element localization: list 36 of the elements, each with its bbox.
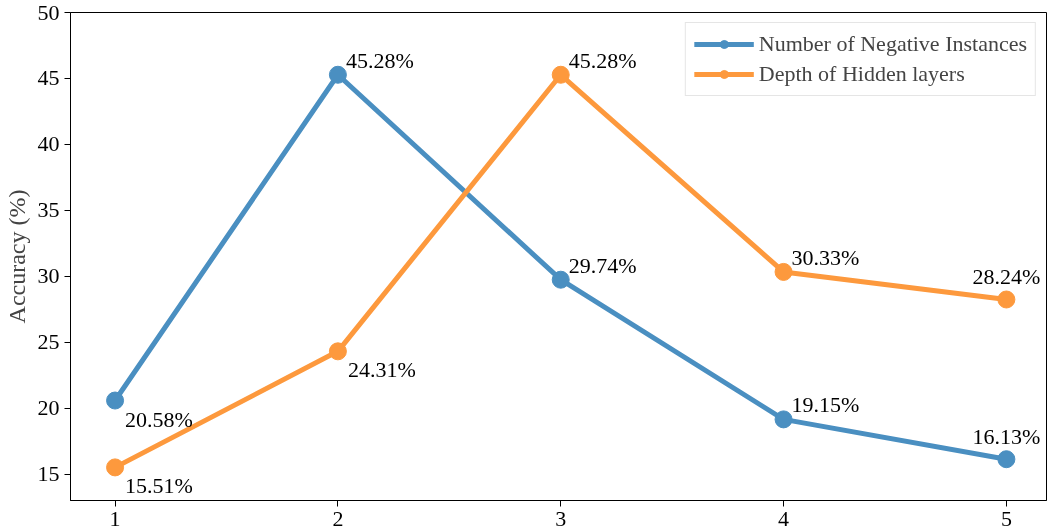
point	[551, 65, 570, 84]
y-axis-title: Accuracy (%)	[3, 189, 30, 324]
point	[328, 342, 347, 361]
x-tick-label: 5	[1000, 505, 1012, 530]
x-tick-label: 3	[555, 505, 567, 530]
y-tick-label: 45	[37, 65, 60, 91]
data-label: 15.51%	[125, 473, 193, 499]
x-tick-label: 1	[109, 505, 121, 530]
y-tick-label: 15	[37, 461, 60, 487]
data-label: 45.28%	[568, 47, 637, 73]
point	[328, 65, 347, 84]
y-tick-label: 50	[37, 0, 60, 25]
point	[774, 262, 793, 281]
y-tick-label: 30	[37, 263, 60, 289]
point	[774, 410, 793, 429]
legend-label: Depth of Hidden layers	[758, 61, 965, 87]
y-tick-label: 20	[37, 395, 60, 421]
x-tick-label: 4	[778, 505, 790, 530]
y-tick-label: 35	[37, 197, 60, 223]
point	[997, 450, 1016, 469]
point	[106, 391, 125, 410]
data-label: 19.15%	[791, 392, 860, 418]
point	[106, 458, 125, 477]
data-label: 16.13%	[972, 424, 1041, 450]
data-label: 30.33%	[791, 244, 860, 270]
y-tick-label: 40	[37, 131, 60, 157]
legend-label: Number of Negative Instances	[758, 31, 1027, 57]
point	[997, 290, 1016, 309]
data-label: 28.24%	[972, 264, 1041, 290]
data-label: 20.58%	[125, 406, 193, 432]
data-label: 29.74%	[568, 252, 637, 278]
data-label: 45.28%	[345, 47, 414, 73]
point	[551, 270, 570, 289]
y-tick-label: 25	[37, 329, 60, 355]
x-tick-label: 2	[332, 505, 344, 530]
data-label: 24.31%	[347, 357, 416, 383]
